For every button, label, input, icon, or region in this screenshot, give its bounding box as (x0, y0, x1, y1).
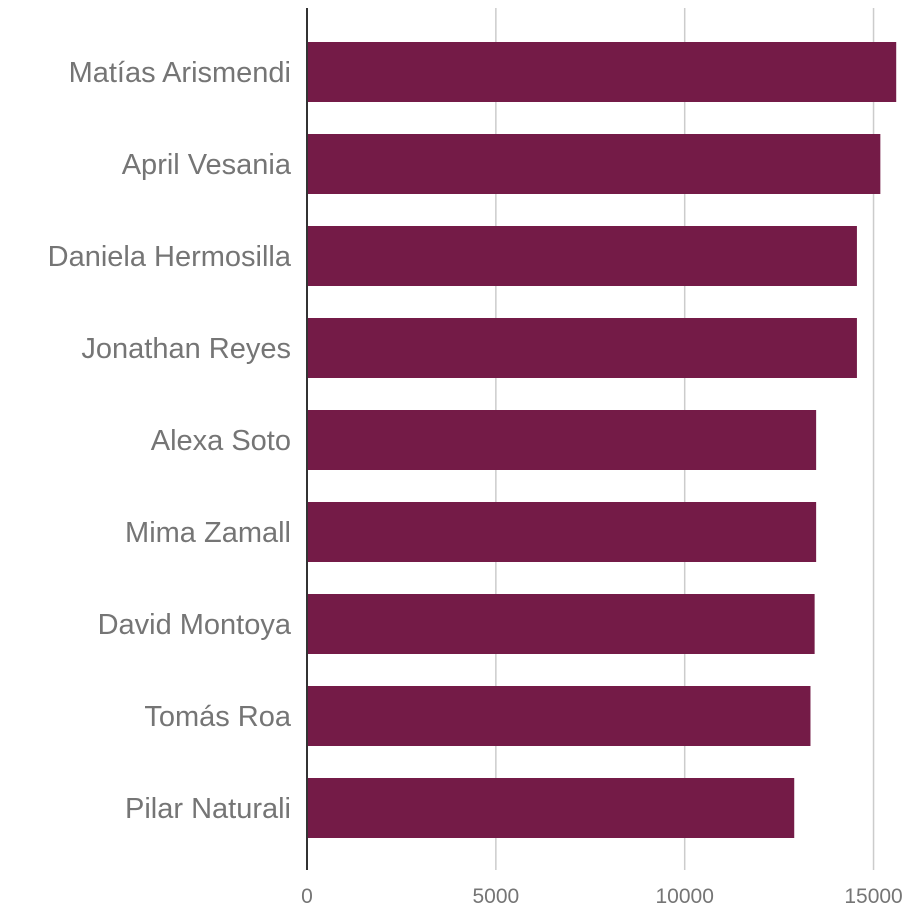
category-label: Tomás Roa (144, 701, 292, 733)
category-label: Pilar Naturali (125, 793, 291, 825)
bar (307, 594, 815, 654)
x-tick-labels: 0 5000 10000 15000 (301, 885, 903, 908)
bar (307, 42, 897, 102)
x-tick-label: 0 (301, 885, 313, 908)
bar (307, 226, 857, 286)
category-label: Jonathan Reyes (81, 333, 291, 365)
x-tick-label: 15000 (844, 885, 902, 908)
category-label: Alexa Soto (151, 425, 291, 457)
bar (307, 318, 857, 378)
x-tick-label: 5000 (472, 885, 519, 908)
category-label: Daniela Hermosilla (48, 241, 292, 273)
bar (307, 686, 811, 746)
bar (307, 502, 817, 562)
bar (307, 778, 795, 838)
category-labels: Matías Arismendi April Vesania Daniela Her… (48, 57, 292, 825)
bar (307, 410, 817, 470)
category-label: Matías Arismendi (69, 57, 291, 89)
bars (307, 42, 897, 838)
x-tick-label: 10000 (655, 885, 713, 908)
bar (307, 134, 881, 194)
category-label: David Montoya (98, 609, 292, 641)
category-label: April Vesania (122, 149, 292, 181)
category-label: Mima Zamall (125, 517, 291, 549)
